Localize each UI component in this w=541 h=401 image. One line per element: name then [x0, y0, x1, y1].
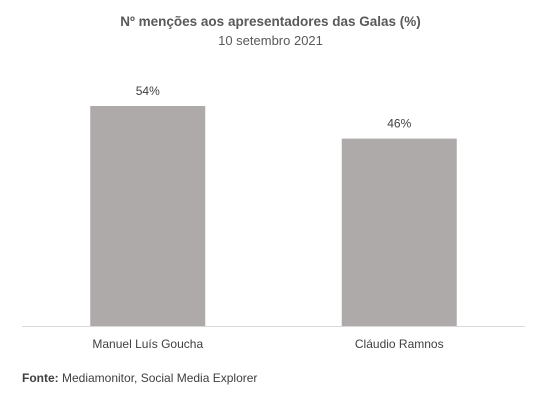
- category-label-0: Manuel Luís Goucha: [92, 337, 203, 351]
- chart-subtitle: 10 setembro 2021: [218, 33, 323, 48]
- bar-0: [90, 106, 206, 326]
- category-label-1: Cláudio Ramnos: [355, 337, 444, 351]
- source-text: Mediamonitor, Social Media Explorer: [58, 371, 258, 385]
- chart-title: Nº menções aos apresentadores das Galas …: [120, 14, 421, 29]
- source-label: Fonte:: [22, 371, 59, 385]
- source-note: Fonte: Mediamonitor, Social Media Explor…: [22, 371, 257, 385]
- data-label-0: 54%: [136, 84, 160, 98]
- data-label-1: 46%: [387, 117, 411, 131]
- bar-1: [341, 138, 457, 326]
